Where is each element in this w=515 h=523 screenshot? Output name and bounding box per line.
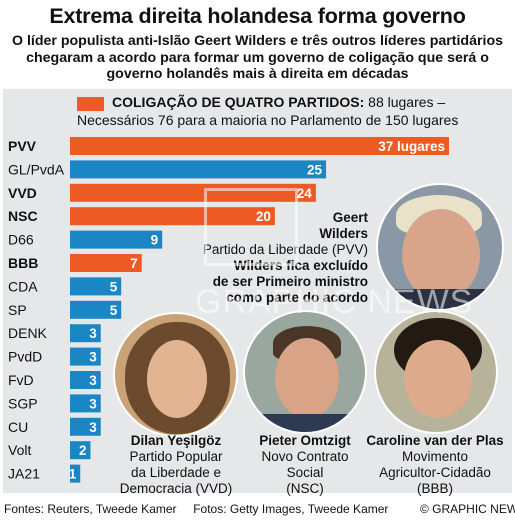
- yesilgoz-face-shape: [147, 340, 207, 418]
- bar-d66: [70, 230, 163, 249]
- value-label-pvdd: 3: [89, 350, 97, 365]
- category-label-cda: CDA: [8, 278, 38, 294]
- category-label-pvdd: PvdD: [8, 349, 42, 365]
- category-label-pvv: PVV: [8, 138, 37, 154]
- bar-bbb: [70, 254, 142, 272]
- bar-pvv: [70, 137, 449, 155]
- value-label-cda: 5: [110, 279, 118, 294]
- category-label-d66: D66: [8, 232, 34, 248]
- wilders-name-line1: Geert: [332, 210, 368, 225]
- footer-sources-text: Fontes: Reuters, Tweede Kamer: [4, 502, 177, 516]
- category-label-ja21: JA21: [8, 466, 40, 482]
- yesilgoz-name: Dilan Yeşilgöz: [130, 433, 222, 448]
- vanderplas-line3: (BBB): [416, 481, 453, 496]
- value-label-volt: 2: [79, 443, 87, 458]
- value-label-vvd: 24: [297, 186, 313, 201]
- yesilgoz-line2: da Liberdade e: [130, 465, 222, 480]
- wilders-suit-shape: [378, 289, 502, 309]
- bar-nsc: [70, 207, 275, 226]
- omtzigt-caption: Pieter Omtzigt Novo Contrato Social (NSC…: [243, 433, 367, 497]
- bar-cu: [70, 417, 101, 436]
- bar-denk: [70, 324, 101, 343]
- category-label-denk: DENK: [8, 325, 48, 341]
- value-label-gl-pvda: 25: [307, 162, 323, 177]
- category-label-cu: CU: [8, 419, 28, 435]
- bar-ja21: [70, 464, 81, 483]
- vanderplas-photo: [374, 310, 498, 434]
- omtzigt-line1: Novo Contrato: [261, 449, 349, 464]
- omtzigt-face-shape: [275, 338, 339, 418]
- wilders-note-line3: como parte do acordo: [226, 290, 368, 305]
- wilders-note-line1: Wilders fica excluído: [233, 258, 368, 273]
- yesilgoz-photo: [113, 312, 238, 437]
- vanderplas-caption: Caroline van der Plas Movimento Agricult…: [355, 433, 515, 497]
- category-label-vvd: VVD: [8, 185, 37, 201]
- value-label-sp: 5: [110, 303, 118, 318]
- bar-fvd: [70, 371, 101, 389]
- category-label-sgp: SGP: [8, 395, 38, 411]
- value-label-nsc: 20: [256, 209, 271, 224]
- wilders-caption: Geert Wilders Partido da Liberdade (PVV)…: [198, 210, 368, 306]
- legend-entry-coalition: COLIGAÇÃO DE QUATRO PARTIDOS: 88 lugares…: [112, 94, 445, 110]
- value-label-sgp: 3: [89, 396, 97, 411]
- value-label-ja21: 1: [69, 467, 77, 482]
- value-label-denk: 3: [89, 326, 97, 341]
- watermark-logo: [204, 188, 298, 266]
- wilders-face-shape: [402, 209, 480, 301]
- wilders-photo: [376, 183, 504, 311]
- legend-majority-note: Necessários 76 para a maioria no Parlame…: [77, 112, 459, 128]
- bar-pvdd: [70, 347, 101, 366]
- footer-photos-text: Fotos: Getty Images, Tweede Kamer: [193, 502, 389, 516]
- legend-label-rest: 88 lugares –: [364, 94, 446, 110]
- omtzigt-line3: (NSC): [286, 481, 324, 496]
- bar-volt: [70, 441, 91, 460]
- value-label-pvv: 37 lugares: [378, 139, 445, 154]
- category-label-nsc: NSC: [8, 208, 38, 224]
- omtzigt-name: Pieter Omtzigt: [259, 433, 351, 448]
- category-label-bbb: BBB: [8, 255, 38, 271]
- legend-label-bold: COLIGAÇÃO DE QUATRO PARTIDOS:: [112, 94, 365, 110]
- wilders-name-line2: Wilders: [319, 226, 368, 241]
- yesilgoz-line3: Democracia (VVD): [119, 481, 233, 496]
- vanderplas-name: Caroline van der Plas: [366, 433, 504, 448]
- value-label-bbb: 7: [130, 256, 138, 271]
- wilders-note-line2: de ser Primeiro ministro: [212, 274, 368, 289]
- wilders-party: Partido da Liberdade (PVV): [202, 242, 368, 257]
- category-label-gl-pvda: GL/PvdA: [8, 161, 65, 177]
- bar-cda: [70, 277, 122, 296]
- vanderplas-line2: Agricultor-Cidadão: [379, 465, 491, 480]
- footer-sources: Fontes: Reuters, Tweede Kamer Fotos: Get…: [4, 502, 388, 516]
- yesilgoz-line1: Partido Popular: [129, 449, 223, 464]
- vanderplas-face-shape: [404, 340, 472, 418]
- value-label-fvd: 3: [89, 373, 97, 388]
- page-subtitle: O líder populista anti-Islão Geert Wilde…: [11, 33, 504, 82]
- watermark-text: GRAPHIC NEWS: [195, 283, 474, 321]
- value-label-cu: 3: [89, 420, 97, 435]
- legend-swatch-coalition: [77, 97, 104, 111]
- category-label-sp: SP: [8, 302, 27, 318]
- bar-sp: [70, 300, 122, 319]
- omtzigt-line2: Social: [286, 465, 324, 480]
- bar-gl-pvda: [70, 160, 327, 179]
- yesilgoz-caption: Dilan Yeşilgöz Partido Popular da Liberd…: [106, 433, 246, 497]
- omtzigt-suit-shape: [245, 414, 365, 432]
- category-label-volt: Volt: [8, 442, 31, 458]
- value-label-d66: 9: [151, 233, 159, 248]
- category-label-fvd: FvD: [8, 372, 34, 388]
- footer-credit: © GRAPHIC NEWS: [420, 502, 515, 516]
- vanderplas-line1: Movimento: [401, 449, 469, 464]
- bar-sgp: [70, 394, 101, 413]
- omtzigt-photo: [243, 310, 367, 434]
- page-title: Extrema direita holandesa forma governo: [49, 4, 466, 28]
